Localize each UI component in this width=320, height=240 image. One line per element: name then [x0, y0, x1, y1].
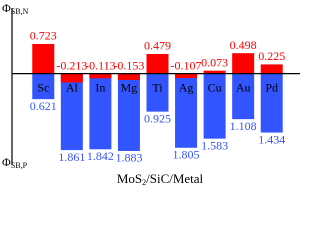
value-label: 1.861 — [58, 150, 85, 164]
value-label: 0.723 — [30, 29, 57, 43]
value-label: -0.107 — [171, 58, 202, 72]
x-label-part: 2 — [142, 178, 146, 187]
bar — [175, 73, 198, 148]
bar — [203, 70, 226, 74]
category-label: Ti — [152, 80, 163, 94]
x-label-part: /SiC/Metal — [146, 171, 203, 186]
value-label: 0.925 — [144, 111, 171, 125]
value-label: 1.842 — [87, 149, 114, 163]
value-label: 1.108 — [230, 119, 257, 133]
bar — [146, 73, 169, 112]
chart: ΦSB,N ΦSB,P MoS2/SiC/Metal 0.723-0.213-0… — [2, 1, 300, 187]
bar — [117, 73, 140, 80]
value-label: -0.113 — [85, 58, 116, 72]
category-label: Al — [66, 80, 79, 94]
symbol: Φ — [2, 155, 11, 169]
bar — [32, 73, 55, 100]
bar — [60, 73, 83, 151]
value-label: 0.073 — [201, 55, 228, 69]
bar — [146, 53, 169, 74]
bar — [232, 53, 255, 74]
category-label: Cu — [208, 80, 222, 94]
value-label: 1.883 — [115, 151, 142, 165]
bar — [260, 73, 283, 133]
value-label: 0.621 — [30, 99, 57, 113]
category-label: In — [95, 80, 105, 94]
category-label: Ag — [179, 80, 194, 94]
bar — [89, 73, 112, 150]
value-label: 0.225 — [258, 49, 285, 63]
subscript: SB,N — [11, 7, 29, 16]
bar — [175, 73, 198, 79]
value-label: 1.434 — [258, 132, 285, 146]
category-label: Mg — [121, 80, 138, 94]
value-label: -0.153 — [113, 58, 144, 72]
value-label: 0.479 — [144, 39, 171, 53]
x-label: MoS2/SiC/Metal — [117, 171, 204, 187]
bar — [89, 73, 112, 79]
category-label: Sc — [37, 80, 49, 94]
bar — [117, 73, 140, 151]
subscript: SB,P — [11, 161, 28, 170]
x-label-part: MoS — [117, 171, 142, 186]
value-label: 0.498 — [230, 38, 257, 52]
bar — [260, 64, 283, 74]
y-label-top: ΦSB,N — [2, 1, 29, 16]
bar — [32, 43, 55, 74]
bar — [60, 73, 83, 83]
value-label: -0.213 — [56, 58, 87, 72]
bar — [232, 73, 255, 120]
category-label: Pd — [265, 80, 278, 94]
bar — [203, 73, 226, 139]
symbol: Φ — [2, 1, 11, 15]
value-label: 1.805 — [173, 148, 200, 162]
category-label: Au — [236, 80, 251, 94]
value-label: 1.583 — [201, 138, 228, 152]
y-label-bottom: ΦSB,P — [2, 155, 28, 170]
